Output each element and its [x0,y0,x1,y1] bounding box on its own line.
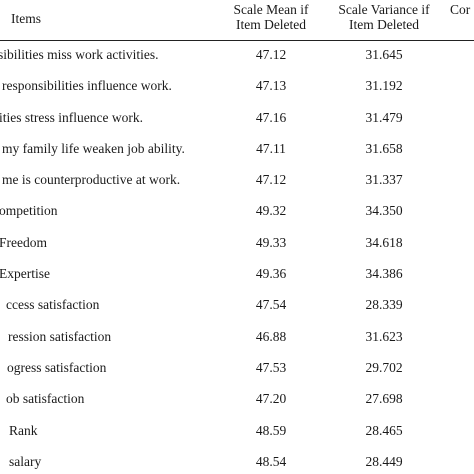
table-row: my family life weaken job ability. 47.11… [0,137,474,168]
table-row: sibilities miss work activities. 47.12 3… [0,43,474,74]
item-cell: ccess satisfaction [6,297,100,313]
scale-mean-cell: 49.33 [255,234,287,250]
scale-variance-cell: 31.658 [365,140,403,156]
table-header: Items Scale Mean if Item Deleted Scale V… [0,0,474,41]
item-cell: responsibilities influence work. [2,78,172,94]
header-items: Items [11,11,41,26]
scale-variance-cell: 31.192 [365,78,403,94]
header-scale-mean: Scale Mean if Item Deleted [224,2,318,32]
item-cell: Rank [9,422,38,438]
item-cell: sibilities miss work activities. [0,47,159,62]
scale-variance-cell: 28.339 [365,297,403,313]
table-row: ccess satisfaction 47.54 28.339 [0,293,474,324]
table-row: ompetition 49.32 34.350 [0,199,474,230]
table-row: ob satisfaction 47.20 27.698 [0,387,474,418]
item-cell: salary [9,453,42,469]
header-corrected-correlation: Cor [450,2,471,17]
scale-mean-cell: 48.54 [255,453,287,469]
scale-variance-cell: 28.449 [365,453,403,469]
scale-variance-cell: 31.479 [365,109,403,125]
scale-mean-cell: 47.12 [255,172,287,188]
item-cell: ities stress influence work. [0,109,143,125]
item-cell: ogress satisfaction [7,359,107,375]
scale-mean-cell: 46.88 [255,328,287,344]
scale-mean-cell: 47.54 [255,297,287,313]
scale-mean-cell: 47.53 [255,359,287,375]
header-scale-variance: Scale Variance if Item Deleted [332,2,436,32]
scale-variance-cell: 34.350 [365,203,403,219]
table-row: ression satisfaction 46.88 31.623 [0,325,474,356]
header-scale-mean-line2: Item Deleted [235,17,307,32]
scale-variance-cell: 29.702 [365,359,403,375]
scale-variance-cell: 27.698 [365,391,403,407]
scale-mean-cell: 47.11 [256,140,286,156]
table-row: Expertise 49.36 34.386 [0,262,474,293]
scale-variance-cell: 28.465 [365,422,403,438]
item-cell: ob satisfaction [6,391,85,407]
header-scale-variance-line2: Item Deleted [348,17,420,32]
scale-mean-cell: 48.59 [255,422,287,438]
item-cell: Expertise [0,266,50,282]
item-cell: ression satisfaction [8,328,112,344]
item-cell: my family life weaken job ability. [2,140,185,156]
header-scale-mean-line1: Scale Mean if [233,2,309,17]
item-cell: me is counterproductive at work. [2,172,181,188]
scale-variance-cell: 34.618 [365,234,403,250]
item-cell: Freedom [0,234,47,250]
table-row: Freedom 49.33 34.618 [0,231,474,262]
scale-mean-cell: 47.16 [255,109,287,125]
table-row: ogress satisfaction 47.53 29.702 [0,356,474,387]
header-scale-variance-line1: Scale Variance if [338,2,430,17]
scale-mean-cell: 47.20 [255,391,287,407]
table-row: ities stress influence work. 47.16 31.47… [0,106,474,137]
scale-variance-cell: 34.386 [365,266,403,282]
table-row: salary 48.54 28.449 [0,450,474,474]
table-row: me is counterproductive at work. 47.12 3… [0,168,474,199]
scale-mean-cell: 49.36 [255,266,287,282]
scale-mean-cell: 47.13 [255,78,287,94]
scale-mean-cell: 49.32 [255,203,287,219]
table-body: sibilities miss work activities. 47.12 3… [0,43,474,474]
scale-variance-cell: 31.623 [365,328,403,344]
table-row: responsibilities influence work. 47.13 3… [0,74,474,105]
item-cell: ompetition [0,203,58,219]
scale-mean-cell: 47.12 [255,47,287,62]
scale-variance-cell: 31.337 [365,172,403,188]
scale-variance-cell: 31.645 [365,47,403,62]
table-row: Rank 48.59 28.465 [0,419,474,450]
